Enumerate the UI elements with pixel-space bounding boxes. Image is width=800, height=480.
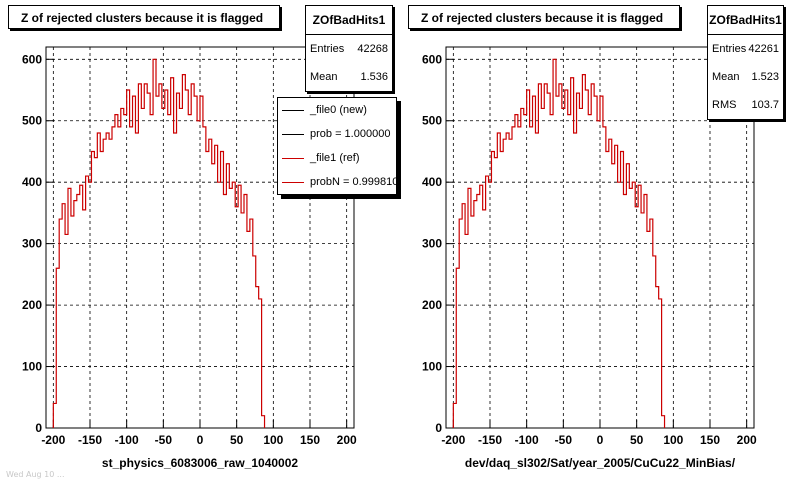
right-stats-mean: Mean 1.523 xyxy=(708,63,783,91)
y-tick-label: 400 xyxy=(22,175,42,189)
left-legend: _file0 (new) prob = 1.000000 _file1 (ref… xyxy=(277,97,397,195)
x-tick-label: 0 xyxy=(597,433,604,447)
left-stats-entries: Entries 42268 xyxy=(306,35,392,63)
y-tick-label: 600 xyxy=(422,52,442,66)
histogram-series-right xyxy=(452,58,666,428)
y-tick-label: 400 xyxy=(422,175,442,189)
right-panel: -200 -150 -100 -50 0 50 100 150 200 0 100 200 300 400… xyxy=(400,0,800,480)
right-stats-mean-label: Mean xyxy=(712,71,740,83)
x-tick-label: 50 xyxy=(230,433,244,447)
x-tick-label: 150 xyxy=(700,433,720,447)
left-stats-mean-value: 1.536 xyxy=(360,71,388,83)
left-stats-mean: Mean 1.536 xyxy=(306,63,392,91)
right-stats-name: ZOfBadHits1 xyxy=(708,6,783,35)
legend-entry: prob = 1.000000 xyxy=(278,122,396,146)
histogram-series-left xyxy=(52,58,266,428)
x-tick-label: -200 xyxy=(41,433,65,447)
x-tick-label: -50 xyxy=(555,433,573,447)
legend-line-swatch xyxy=(282,181,304,183)
x-tick-label: -100 xyxy=(115,433,139,447)
right-stats-rms: RMS 103.7 xyxy=(708,91,783,119)
legend-entry: _file1 (ref) xyxy=(278,146,396,170)
x-tick-label: 200 xyxy=(337,433,357,447)
right-stats-entries: Entries 42261 xyxy=(708,35,783,63)
y-tick-label: 200 xyxy=(422,298,442,312)
right-stats-rms-value: 103.7 xyxy=(751,99,779,111)
legend-label: _file0 (new) xyxy=(310,104,367,116)
x-tick-label: -150 xyxy=(78,433,102,447)
legend-entry: _file0 (new) xyxy=(278,98,396,122)
x-tick-label: 0 xyxy=(197,433,204,447)
x-tick-label: -50 xyxy=(155,433,173,447)
legend-line-swatch xyxy=(282,133,304,135)
right-stats-entries-label: Entries xyxy=(712,43,747,55)
right-stats-rms-label: RMS xyxy=(712,99,737,111)
legend-line-swatch xyxy=(282,109,304,111)
left-panel: -200 -150 -100 -50 0 50 100 150 200 0 100 200 300 400… xyxy=(8,5,397,470)
legend-entry: probN = 0.999810 xyxy=(278,170,396,194)
left-stats-entries-label: Entries xyxy=(310,43,345,55)
y-tick-label: 300 xyxy=(22,237,42,251)
y-tick-label: 200 xyxy=(22,298,42,312)
right-x-caption: dev/daq_sl302/Sat/year_2005/CuCu22_MinBi… xyxy=(464,456,736,470)
legend-label: probN = 0.999810 xyxy=(310,176,397,188)
x-tick-label: -100 xyxy=(515,433,539,447)
right-stats-entries-value: 42261 xyxy=(748,43,779,55)
left-stats-name: ZOfBadHits1 xyxy=(306,6,392,35)
x-tick-label: -150 xyxy=(478,433,502,447)
x-tick-label: 200 xyxy=(737,433,757,447)
footer-timestamp: Wed Aug 10 ... xyxy=(6,470,65,479)
y-tick-label: 0 xyxy=(35,421,42,435)
y-tick-label: 0 xyxy=(435,421,442,435)
x-tick-label: -200 xyxy=(441,433,465,447)
left-stats-box: ZOfBadHits1 Entries 42268 Mean 1.536 xyxy=(305,5,393,92)
right-stats-mean-value: 1.523 xyxy=(751,71,779,83)
right-histogram-plot: -200 -150 -100 -50 0 50 100 150 200 0 100 200 300 400… xyxy=(422,46,757,447)
legend-line-swatch xyxy=(282,157,304,159)
legend-label: _file1 (ref) xyxy=(310,152,360,164)
left-chart-title: Z of rejected clusters because it is fla… xyxy=(8,5,280,29)
y-tick-label: 600 xyxy=(22,52,42,66)
x-tick-label: 100 xyxy=(263,433,283,447)
y-tick-label: 100 xyxy=(422,360,442,374)
y-tick-label: 500 xyxy=(422,114,442,128)
x-tick-label: 150 xyxy=(300,433,320,447)
y-tick-label: 100 xyxy=(22,360,42,374)
left-x-caption: st_physics_6083006_raw_1040002 xyxy=(101,456,299,470)
y-tick-label: 500 xyxy=(22,114,42,128)
left-stats-entries-value: 42268 xyxy=(357,43,388,55)
right-stats-box: ZOfBadHits1 Entries 42261 Mean 1.523 RMS… xyxy=(707,5,784,120)
left-stats-mean-label: Mean xyxy=(310,71,338,83)
x-tick-label: 50 xyxy=(630,433,644,447)
right-chart-title: Z of rejected clusters because it is fla… xyxy=(408,5,680,29)
y-tick-label: 300 xyxy=(422,237,442,251)
x-tick-label: 100 xyxy=(663,433,683,447)
legend-label: prob = 1.000000 xyxy=(310,128,391,140)
